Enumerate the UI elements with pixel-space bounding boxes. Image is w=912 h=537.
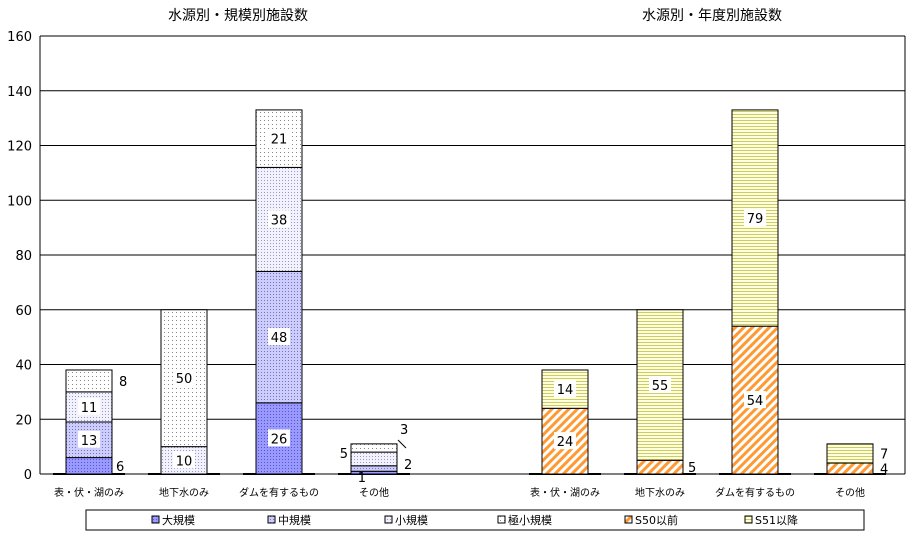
legend-label: S50以前 [635, 513, 678, 527]
y-tick-label: 0 [24, 468, 32, 483]
data-label: 8 [119, 375, 127, 390]
legend-swatch [267, 515, 276, 524]
legend: 大規模 中規模 小規模 極小規模 S50以前 S51以降 [85, 509, 865, 531]
x-category-label: 表・伏・湖のみ [54, 486, 124, 499]
legend-swatch [384, 515, 393, 524]
legend-box [85, 509, 865, 531]
leader-line [397, 439, 407, 449]
legend-label: 中規模 [278, 513, 311, 527]
y-tick-label: 40 [15, 359, 32, 374]
x-category-label: その他 [835, 486, 865, 499]
y-axis: 0 20 40 60 80 100 120 140 160 [7, 30, 32, 483]
legend-swatch [744, 515, 753, 524]
data-label: 54 [747, 394, 764, 409]
y-tick-label: 60 [15, 304, 32, 319]
data-label-bg [744, 209, 766, 227]
bar-segment [160, 309, 208, 448]
data-label: 5 [340, 447, 348, 462]
data-label: 38 [271, 213, 288, 228]
y-tick-label: 80 [15, 249, 32, 264]
y-tick-label: 160 [7, 30, 32, 45]
data-label: 10 [176, 454, 193, 469]
data-label-bg [554, 432, 576, 450]
data-label-bg [744, 391, 766, 409]
x-category-label: 表・伏・湖のみ [530, 486, 600, 499]
bar-segment [255, 109, 303, 168]
data-label: 24 [557, 435, 574, 450]
legend-label: 極小規模 [508, 513, 552, 527]
data-label: 4 [880, 463, 888, 478]
legend-swatch [624, 515, 633, 524]
legend-swatch [497, 515, 506, 524]
bar-segment [350, 443, 398, 453]
x-category-label: 地下水のみ [159, 486, 209, 499]
panel-titles: 水源別・規模別施設数 水源別・年度別施設数 [168, 8, 782, 24]
chart-title-right: 水源別・年度別施設数 [642, 8, 782, 24]
x-category-label: 地下水のみ [635, 486, 685, 499]
data-label-bg [268, 328, 290, 346]
y-tick-label: 20 [15, 413, 32, 428]
data-label: 14 [557, 383, 574, 398]
x-axis-labels: 表・伏・湖のみ 地下水のみ ダムを有するもの その他 表・伏・湖のみ 地下水のみ ダムを有す… [54, 486, 865, 499]
data-label-bg [78, 430, 100, 448]
data-label-bg [268, 129, 290, 147]
x-category-label: ダムを有するもの [715, 486, 795, 499]
data-label: 26 [271, 432, 288, 447]
bar-segment [350, 465, 398, 472]
data-label-bg [268, 429, 290, 447]
data-label-bg [173, 451, 195, 469]
data-label: 55 [652, 379, 669, 394]
data-label: 1 [358, 471, 366, 486]
data-label: 13 [81, 434, 98, 449]
data-label: 2 [404, 458, 412, 473]
y-tick-label: 140 [7, 85, 32, 100]
y-tick-label: 100 [7, 194, 32, 209]
bar-segment [350, 451, 398, 467]
x-category-label: ダムを有するもの [239, 486, 319, 499]
chart-title-left: 水源別・規模別施設数 [168, 8, 308, 24]
y-tick-label: 120 [7, 140, 32, 155]
data-label-bg [173, 369, 195, 387]
data-label-bg [554, 380, 576, 398]
data-label: 21 [271, 133, 288, 148]
legend-swatch [151, 515, 160, 524]
x-category-label: その他 [359, 486, 389, 499]
data-label: 48 [271, 331, 288, 346]
bar-segment [65, 369, 113, 393]
bar-segment [826, 462, 874, 475]
data-label: 50 [176, 372, 193, 387]
bar-segment [826, 443, 874, 464]
data-label-bg [78, 397, 100, 415]
data-label-bg [268, 210, 290, 228]
bar-segment [636, 459, 684, 475]
data-label: 11 [81, 401, 98, 416]
data-label: 7 [880, 447, 888, 462]
legend-label: S51以降 [755, 513, 798, 527]
legend-label: 大規模 [162, 513, 195, 527]
data-label: 5 [688, 461, 696, 476]
data-label: 3 [400, 423, 408, 438]
legend-label: 小規模 [395, 513, 428, 527]
bar-segment [65, 457, 113, 475]
data-label-bg [649, 376, 671, 394]
data-label: 6 [116, 460, 124, 475]
data-label: 79 [747, 212, 764, 227]
